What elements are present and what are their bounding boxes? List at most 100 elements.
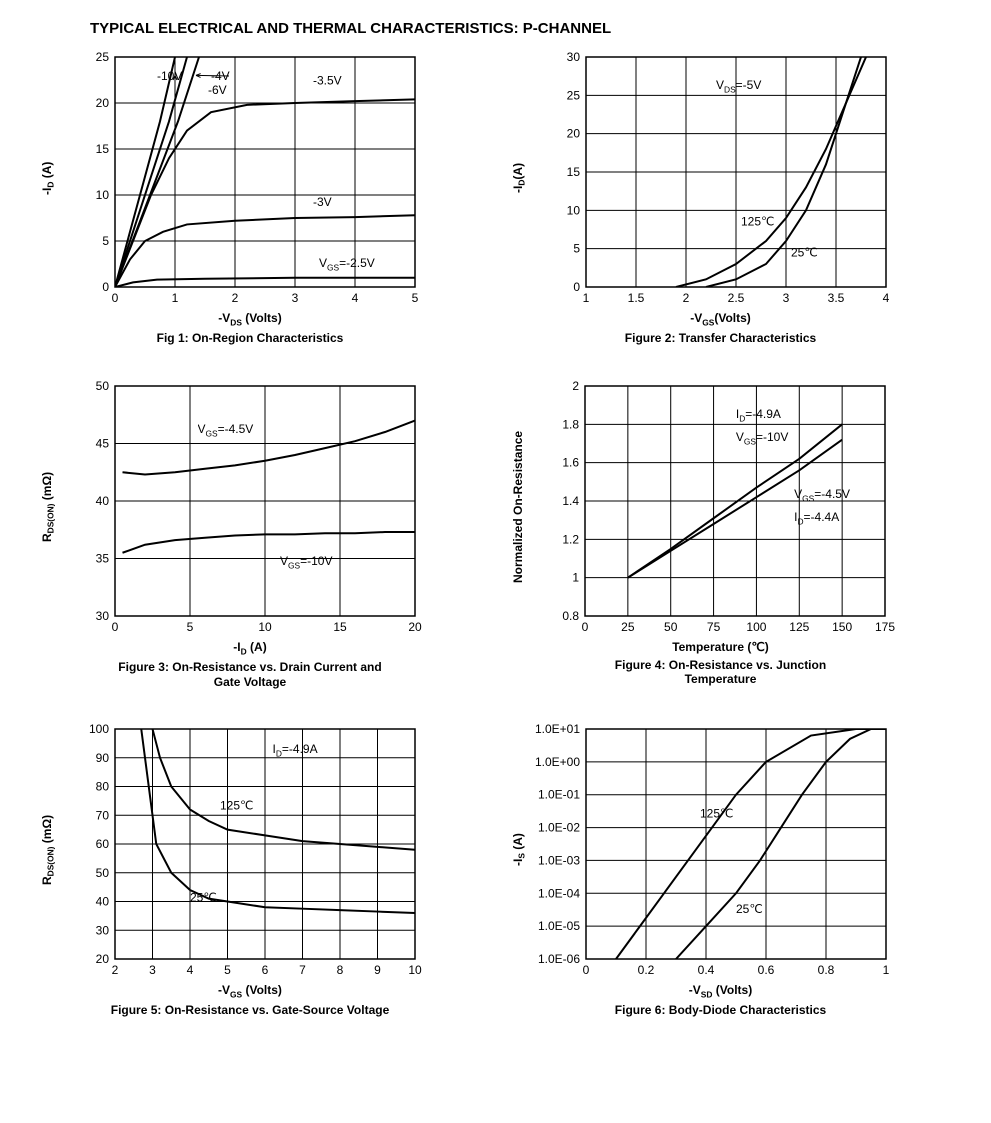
svg-text:0: 0: [103, 280, 110, 294]
fig2-cell: -ID(A)11.522.533.54051015202530VDS=-5V12…: [511, 47, 952, 346]
svg-text:125℃: 125℃: [700, 807, 734, 821]
fig1-chart: 0123450510152025-10V-4V-6V-3.5V-3VVGS=-2…: [55, 47, 425, 309]
svg-text:5: 5: [103, 234, 110, 248]
svg-text:5: 5: [573, 242, 580, 256]
fig3-cell: RDS(ON) (mΩ)051015203035404550VGS=-4.5VV…: [40, 376, 481, 689]
svg-text:4: 4: [187, 963, 194, 977]
svg-text:4: 4: [883, 291, 890, 305]
fig4-cell: Normalized On-Resistance0255075100125150…: [511, 376, 952, 689]
svg-text:10: 10: [567, 203, 581, 217]
fig1-cell: -ID (A)0123450510152025-10V-4V-6V-3.5V-3…: [40, 47, 481, 346]
svg-text:7: 7: [300, 963, 307, 977]
svg-text:15: 15: [96, 142, 110, 156]
svg-text:2: 2: [683, 291, 690, 305]
fig5-chart: 23456789102030405060708090100ID=-4.9A125…: [55, 719, 425, 981]
fig4-caption: Figure 4: On-Resistance vs. JunctionTemp…: [571, 658, 871, 687]
svg-text:-6V: -6V: [208, 83, 227, 97]
svg-text:60: 60: [96, 837, 110, 851]
svg-text:0.6: 0.6: [758, 963, 775, 977]
fig2-xlabel: -VGS(Volts): [571, 311, 871, 327]
fig6-cell: -IS (A)00.20.40.60.811.0E-061.0E-051.0E-…: [511, 719, 952, 1018]
fig3-xlabel: -ID (A): [100, 640, 400, 656]
fig1-ylabel: -ID (A): [40, 63, 55, 293]
svg-text:100: 100: [746, 620, 766, 634]
svg-text:1: 1: [583, 291, 590, 305]
svg-text:-10V: -10V: [157, 69, 182, 83]
svg-text:10: 10: [259, 620, 273, 634]
fig2-caption: Figure 2: Transfer Characteristics: [571, 331, 871, 345]
svg-text:20: 20: [567, 127, 581, 141]
fig4-xlabel: Temperature (℃): [571, 640, 871, 654]
svg-text:1.0E+00: 1.0E+00: [535, 755, 580, 769]
fig6-caption: Figure 6: Body-Diode Characteristics: [571, 1003, 871, 1017]
svg-text:-3.5V: -3.5V: [313, 74, 342, 88]
svg-text:35: 35: [96, 551, 110, 565]
svg-text:50: 50: [96, 866, 110, 880]
svg-text:4: 4: [352, 291, 359, 305]
svg-text:75: 75: [706, 620, 720, 634]
svg-text:1.4: 1.4: [562, 494, 579, 508]
svg-text:30: 30: [96, 923, 110, 937]
svg-text:125: 125: [789, 620, 809, 634]
page-title: TYPICAL ELECTRICAL AND THERMAL CHARACTER…: [90, 20, 951, 37]
svg-text:1.0E-05: 1.0E-05: [538, 919, 580, 933]
svg-text:10: 10: [96, 188, 110, 202]
svg-text:1.0E-04: 1.0E-04: [538, 886, 580, 900]
svg-text:1.0E-06: 1.0E-06: [538, 952, 580, 966]
svg-text:15: 15: [334, 620, 348, 634]
fig2-chart: 11.522.533.54051015202530VDS=-5V125℃25℃: [526, 47, 896, 309]
svg-text:40: 40: [96, 894, 110, 908]
fig2-ylabel: -ID(A): [511, 63, 526, 293]
svg-text:20: 20: [96, 96, 110, 110]
svg-text:30: 30: [567, 50, 581, 64]
svg-text:1.5: 1.5: [628, 291, 645, 305]
datasheet-page: TYPICAL ELECTRICAL AND THERMAL CHARACTER…: [0, 0, 991, 1058]
fig4-ylabel: Normalized On-Resistance: [511, 392, 525, 622]
svg-text:3: 3: [150, 963, 157, 977]
fig5-cell: RDS(ON) (mΩ)2345678910203040506070809010…: [40, 719, 481, 1018]
svg-text:1.6: 1.6: [562, 455, 579, 469]
svg-text:20: 20: [96, 952, 110, 966]
svg-text:6: 6: [262, 963, 269, 977]
svg-text:9: 9: [375, 963, 382, 977]
svg-text:25: 25: [96, 50, 110, 64]
svg-text:3: 3: [292, 291, 299, 305]
svg-text:5: 5: [412, 291, 419, 305]
svg-text:30: 30: [96, 609, 110, 623]
svg-text:25: 25: [567, 88, 581, 102]
svg-text:0: 0: [573, 280, 580, 294]
svg-text:8: 8: [337, 963, 344, 977]
svg-text:1: 1: [572, 570, 579, 584]
svg-text:1.8: 1.8: [562, 417, 579, 431]
svg-text:50: 50: [664, 620, 678, 634]
svg-text:1.0E-03: 1.0E-03: [538, 853, 580, 867]
svg-text:0.8: 0.8: [818, 963, 835, 977]
fig5-xlabel: -VGS (Volts): [100, 983, 400, 999]
svg-text:0: 0: [581, 620, 588, 634]
svg-text:2.5: 2.5: [728, 291, 745, 305]
svg-text:40: 40: [96, 494, 110, 508]
fig6-chart: 00.20.40.60.811.0E-061.0E-051.0E-041.0E-…: [526, 719, 896, 981]
svg-text:1: 1: [883, 963, 890, 977]
fig5-ylabel: RDS(ON) (mΩ): [40, 735, 55, 965]
fig3-caption: Figure 3: On-Resistance vs. Drain Curren…: [100, 660, 400, 689]
fig6-xlabel: -VSD (Volts): [571, 983, 871, 999]
svg-text:0.8: 0.8: [562, 609, 579, 623]
svg-text:50: 50: [96, 379, 110, 393]
svg-text:20: 20: [409, 620, 423, 634]
svg-text:25℃: 25℃: [736, 902, 763, 916]
svg-text:80: 80: [96, 779, 110, 793]
svg-text:0.4: 0.4: [698, 963, 715, 977]
svg-text:3: 3: [783, 291, 790, 305]
svg-text:10: 10: [409, 963, 423, 977]
svg-text:1.0E-01: 1.0E-01: [538, 788, 580, 802]
svg-text:5: 5: [225, 963, 232, 977]
svg-text:90: 90: [96, 751, 110, 765]
fig1-xlabel: -VDS (Volts): [100, 311, 400, 327]
svg-text:100: 100: [89, 722, 109, 736]
svg-text:1.0E+01: 1.0E+01: [535, 722, 580, 736]
fig3-chart: 051015203035404550VGS=-4.5VVGS=-10V: [55, 376, 425, 638]
svg-text:0: 0: [112, 620, 119, 634]
svg-text:3.5: 3.5: [828, 291, 845, 305]
fig4-chart: 02550751001251501750.811.21.41.61.82ID=-…: [525, 376, 895, 638]
